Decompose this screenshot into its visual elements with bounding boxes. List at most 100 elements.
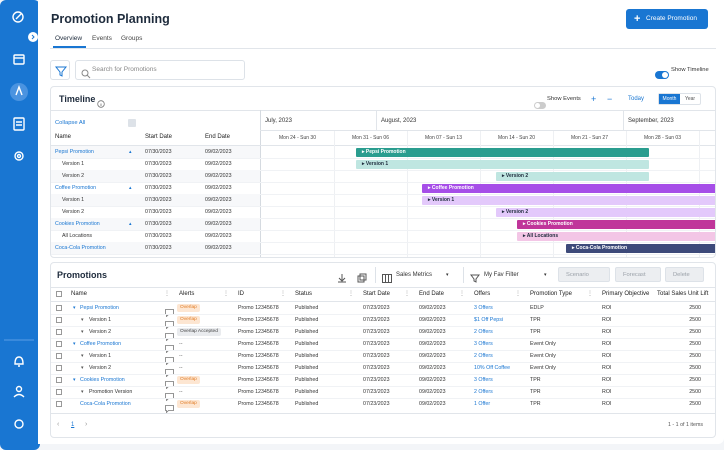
row-type: TPR — [530, 401, 541, 407]
expand-caret[interactable]: ▾ — [73, 341, 76, 347]
checkbox[interactable] — [56, 341, 62, 347]
tab[interactable]: Groups — [121, 35, 143, 42]
row-line — [51, 362, 715, 363]
action-button[interactable]: Forecast — [615, 267, 661, 282]
page-next[interactable]: › — [85, 421, 88, 428]
row-offers[interactable]: 10% Off Coffee — [474, 365, 511, 371]
row-start: 07/30/2023 — [145, 197, 172, 203]
row-offers[interactable]: 2 Offers — [474, 389, 493, 395]
row-toggle[interactable]: ▴ — [129, 221, 132, 227]
row-name[interactable]: Coca-Cola Promotion — [55, 245, 106, 251]
expand-caret[interactable]: ▾ — [81, 389, 84, 395]
gantt-bar[interactable]: ▸ Coca-Cola Promotion — [566, 244, 715, 253]
row-line — [51, 374, 715, 375]
row-name[interactable]: Pepsi Promotion — [80, 305, 119, 311]
show-timeline[interactable]: Show Timeline — [671, 67, 709, 73]
row-offers[interactable]: 2 Offers — [474, 353, 493, 359]
page-current[interactable]: 1 — [71, 422, 75, 428]
expand-caret[interactable]: ▾ — [81, 329, 84, 335]
today-button[interactable]: Today — [628, 96, 645, 102]
row-lift: 2500 — [689, 353, 701, 359]
bar-label: ▸ Version 1 — [428, 197, 455, 203]
view-year[interactable]: Year — [684, 96, 696, 102]
create-button[interactable]: + Create Promotion — [626, 9, 708, 29]
gantt-bar[interactable]: ▸ Version 2 — [496, 172, 649, 181]
gantt-bar[interactable]: ▸ Version 2 — [496, 208, 715, 217]
view-month[interactable]: Month — [659, 94, 680, 104]
sales-metrics[interactable]: Sales Metrics ▾ — [375, 267, 455, 283]
checkbox[interactable] — [56, 353, 62, 359]
row-name[interactable]: Cookies Promotion — [55, 221, 100, 227]
row-name: Version 2 — [89, 365, 112, 371]
row-offers[interactable]: 3 Offers — [474, 377, 493, 383]
row-lift: 2500 — [689, 329, 701, 335]
gantt-bar[interactable]: ▸ Version 1 — [422, 196, 715, 205]
column-header: ID — [238, 291, 244, 297]
expand-caret[interactable]: ▾ — [81, 365, 84, 371]
row-start: 07/23/2023 — [363, 329, 390, 335]
row-id: Promo 12345678 — [238, 365, 279, 371]
page-prev[interactable]: ‹ — [57, 421, 60, 428]
checkbox[interactable] — [56, 291, 62, 297]
row-name: Version 1 — [89, 353, 112, 359]
gantt-bar[interactable]: ▸ Version 1 — [356, 160, 649, 169]
search-input[interactable]: Search for Promotions — [75, 60, 245, 80]
row-name[interactable]: Pepsi Promotion — [55, 149, 94, 155]
expand-caret[interactable]: ▾ — [73, 305, 76, 311]
week-label: Mon 31 - Sun 06 — [352, 135, 389, 141]
row-type: Event Only — [530, 353, 556, 359]
action-label: Scenario — [566, 272, 589, 278]
bar-label: ▸ Version 2 — [502, 209, 529, 215]
row-status: Published — [295, 365, 319, 371]
checkbox[interactable] — [56, 389, 62, 395]
row-line — [51, 350, 715, 351]
alert-badge: Overlap — [177, 304, 200, 312]
row-offers[interactable]: 3 Offers — [474, 341, 493, 347]
row-offers[interactable]: 3 Offers — [474, 305, 493, 311]
action-button[interactable]: Delete — [665, 267, 704, 282]
checkbox[interactable] — [56, 365, 62, 371]
row-name[interactable]: Coffee Promotion — [55, 185, 97, 191]
row-name[interactable]: Coca-Cola Promotion — [80, 401, 131, 407]
row-name[interactable]: Cookies Promotion — [80, 377, 125, 383]
row-name[interactable]: Coffee Promotion — [80, 341, 122, 347]
row-id: Promo 12345678 — [238, 353, 279, 359]
timeline-toggle — [655, 66, 669, 84]
collapse-all[interactable]: Collapse All — [55, 120, 86, 126]
gantt-bar[interactable]: ▸ All Locations — [517, 232, 715, 241]
checkbox[interactable] — [56, 305, 62, 311]
row-toggle[interactable]: ▴ — [129, 185, 132, 191]
checkbox[interactable] — [56, 329, 62, 335]
action-label: Forecast — [623, 272, 646, 278]
alert-text: -- — [179, 353, 183, 359]
gantt-bar[interactable]: ▸ Coffee Promotion — [422, 184, 715, 193]
row-offers[interactable]: 1 Offer — [474, 401, 491, 407]
checkbox[interactable] — [56, 317, 62, 323]
row-name: Version 1 — [62, 197, 85, 203]
zoom-out[interactable]: − — [607, 94, 613, 104]
row-end: 09/02/2023 — [205, 245, 232, 251]
expand-caret[interactable]: ▾ — [81, 353, 84, 359]
zoom-in[interactable]: + — [591, 94, 597, 104]
row-offers[interactable]: $1 Off Pepsi — [474, 317, 504, 323]
checkbox[interactable] — [128, 119, 136, 127]
show-events[interactable]: Show Events — [547, 96, 581, 102]
fav-filter[interactable]: My Fav Filter ▾ — [463, 267, 553, 283]
expand-caret[interactable]: ▾ — [81, 317, 84, 323]
dropdown-label: My Fav Filter — [484, 272, 519, 278]
row-end: 09/02/2023 — [419, 377, 446, 383]
gantt-bar[interactable]: ▸ Cookies Promotion — [517, 220, 715, 229]
month-label: September, 2023 — [628, 118, 674, 124]
action-button[interactable]: Scenario — [558, 267, 610, 282]
expand-caret[interactable]: ▾ — [73, 377, 76, 383]
gantt-bar[interactable]: ▸ Pepsi Promotion — [356, 148, 649, 157]
row-toggle[interactable]: ▴ — [129, 149, 132, 155]
checkbox[interactable] — [56, 377, 62, 383]
page-summary: 1 - 1 of 1 items — [668, 422, 704, 428]
tab[interactable]: Events — [92, 35, 112, 42]
checkbox[interactable] — [56, 401, 62, 407]
tab[interactable]: Overview — [55, 35, 83, 42]
row-start: 07/23/2023 — [363, 389, 390, 395]
row-offers[interactable]: 2 Offers — [474, 329, 493, 335]
row-bg — [51, 194, 260, 206]
